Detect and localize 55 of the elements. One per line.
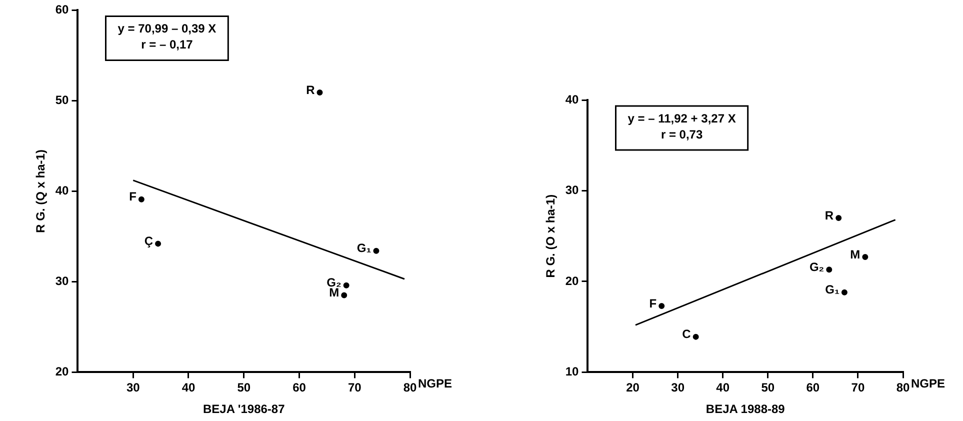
series-label: G₁ [356, 241, 372, 256]
point [658, 302, 665, 309]
x-axis-title: BEJA '1986-87 [202, 402, 286, 416]
point [373, 248, 380, 254]
x-axis-title: BEJA 1988-89 [706, 402, 786, 416]
series-label: R [824, 208, 834, 222]
y-tick-label: 10 [565, 364, 580, 379]
annotation: y = – 11,92 + 3,27 X [628, 111, 736, 126]
x-tick-label: 30 [671, 380, 685, 395]
x-tick-label: 40 [182, 380, 196, 395]
x-tick-label: 80 [403, 380, 417, 395]
point [826, 266, 832, 273]
x-tick-label: 50 [237, 380, 251, 395]
x-tick-label: 30 [126, 380, 140, 395]
x-tick-label: 80 [896, 380, 910, 395]
series-label: M [329, 286, 340, 300]
y-tick-label: 40 [565, 92, 580, 106]
point [316, 90, 323, 96]
annotation: y = 70,99 – 0,39 X [118, 22, 216, 36]
x-tick-label: 40 [716, 380, 730, 395]
x-tick-label: 50 [761, 380, 775, 395]
y-tick-label: 60 [55, 2, 70, 17]
text: NGPE [418, 376, 452, 391]
series-label: G₂ [809, 260, 824, 274]
series-label: F [129, 190, 136, 204]
y-tick-label: 50 [55, 93, 70, 108]
series-label: Ç [144, 234, 154, 248]
y-tick-label: 20 [55, 364, 70, 379]
series-label: F [649, 296, 657, 310]
series-label: M [850, 247, 860, 262]
y-axis-title: R G. (O x ha-1) [544, 194, 558, 278]
point [341, 292, 348, 298]
series-label: C [682, 327, 692, 342]
y-tick-label: 20 [565, 274, 580, 288]
y-tick-label: 30 [565, 183, 580, 198]
point [138, 196, 144, 202]
annotation: r = 0,73 [660, 127, 703, 142]
series-label: G₁ [825, 282, 840, 297]
y-axis-title: R G. (Q x ha-1) [34, 150, 48, 233]
annotation: r = – 0,17 [141, 38, 194, 52]
x-tick-label: 20 [626, 380, 640, 395]
text: NGPE [911, 376, 946, 391]
y-tick-label: 40 [55, 184, 70, 198]
point [836, 214, 842, 221]
x-tick-label: 60 [292, 380, 306, 395]
point [692, 334, 699, 340]
x-tick-label: 70 [348, 380, 362, 395]
x-tick-label: 70 [851, 380, 865, 395]
point [343, 282, 350, 288]
y-tick-label: 30 [55, 274, 70, 288]
point [155, 240, 162, 247]
x-tick-label: 60 [806, 380, 820, 395]
series-label: R [306, 82, 316, 97]
point [841, 289, 848, 296]
point [862, 254, 868, 260]
